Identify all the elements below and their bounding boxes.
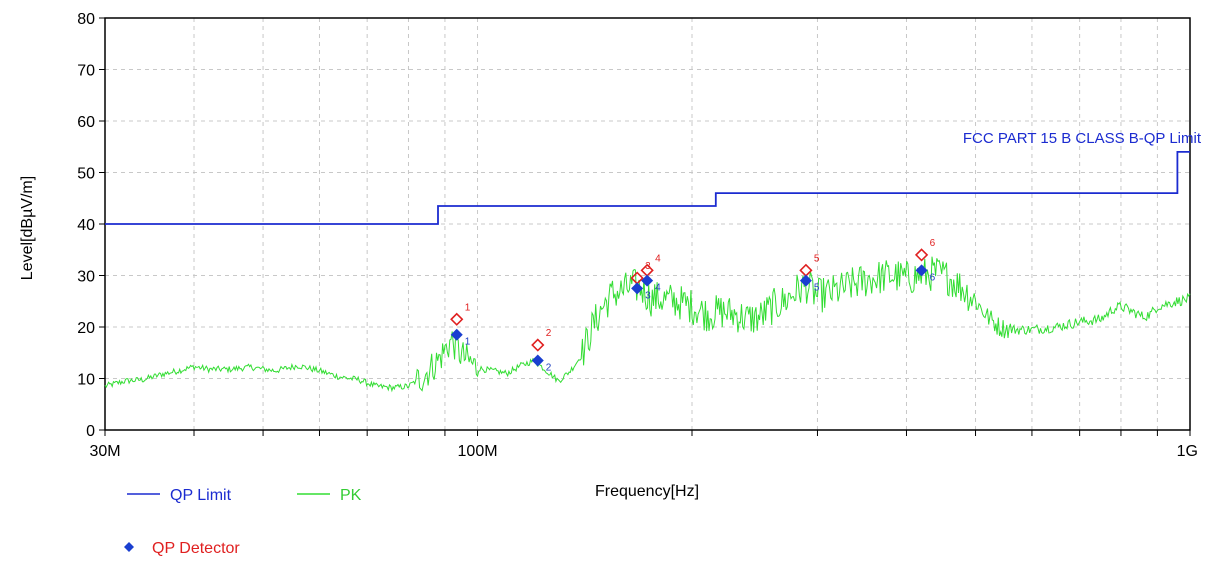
qp-marker [531, 354, 544, 367]
qp-marker [641, 274, 654, 287]
qp-marker [915, 264, 928, 277]
peak-marker-label: 1 [465, 302, 471, 313]
qp-marker-label: 2 [546, 362, 552, 373]
limit-annotation: FCC PART 15 B CLASS B-QP Limit [963, 130, 1202, 147]
peak-marker-label: 2 [546, 328, 552, 339]
qp-marker [631, 282, 644, 295]
x-tick-label: 1G [1177, 443, 1198, 460]
y-tick-label: 30 [77, 269, 95, 286]
y-tick-label: 40 [77, 217, 95, 234]
peak-marker-label: 6 [930, 238, 936, 249]
y-tick-label: 10 [77, 372, 95, 389]
x-tick-label: 100M [458, 443, 498, 460]
legend-qp-detector-icon [124, 542, 134, 552]
series-qp-limit-line [105, 151, 1190, 225]
qp-marker [799, 274, 812, 287]
series-layer [104, 151, 1191, 393]
qp-marker-label: 4 [655, 283, 661, 294]
y-tick-label: 20 [77, 320, 95, 337]
peak-marker [531, 338, 545, 352]
y-tick-label: 0 [86, 423, 95, 440]
legend-pk-label: PK [340, 487, 362, 504]
axis-ticks: 0 10 20 30 40 50 60 70 80 30M 100M 1G [77, 11, 1198, 460]
legend-qp-detector-label: QP Detector [152, 540, 240, 557]
qp-marker-label: 6 [930, 272, 936, 283]
qp-marker-label: 1 [465, 337, 471, 348]
qp-marker [450, 328, 463, 341]
y-tick-label: 50 [77, 166, 95, 183]
y-tick-label: 60 [77, 114, 95, 131]
peak-marker-label: 5 [814, 253, 820, 264]
y-axis-label: Level[dBµV/m] [19, 176, 36, 280]
peak-marker [630, 271, 644, 285]
x-tick-label: 30M [89, 443, 120, 460]
peak-marker-label: 4 [655, 253, 661, 264]
y-tick-label: 80 [77, 11, 95, 28]
qp-marker-label: 3 [645, 290, 651, 301]
peak-marker [450, 312, 464, 326]
qp-marker-label: 5 [814, 283, 820, 294]
peak-marker [914, 248, 929, 262]
x-axis-label: Frequency[Hz] [595, 483, 699, 500]
y-tick-label: 70 [77, 63, 95, 80]
series-pk-line [104, 256, 1191, 393]
legend-qp-limit-label: QP Limit [170, 487, 232, 504]
legend: QP Limit PK QP Detector [124, 487, 362, 557]
